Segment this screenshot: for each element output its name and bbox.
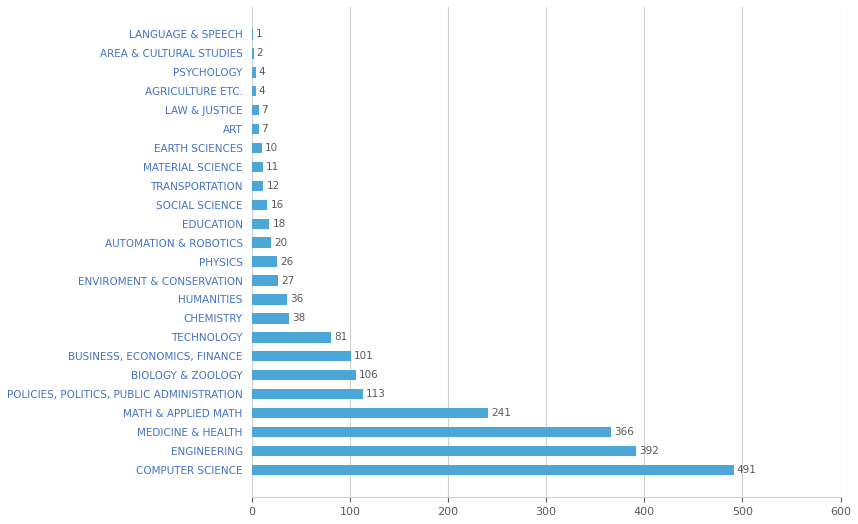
Bar bbox=[251, 237, 271, 248]
Bar bbox=[251, 389, 363, 399]
Bar bbox=[251, 29, 253, 40]
Bar bbox=[251, 408, 488, 418]
Text: 81: 81 bbox=[334, 332, 347, 342]
Bar bbox=[251, 105, 258, 115]
Text: 7: 7 bbox=[262, 124, 269, 134]
Bar bbox=[251, 446, 637, 456]
Bar bbox=[251, 275, 278, 286]
Text: 106: 106 bbox=[359, 370, 378, 380]
Bar bbox=[251, 200, 268, 210]
Bar bbox=[251, 124, 258, 134]
Bar bbox=[251, 465, 734, 475]
Bar bbox=[251, 256, 277, 267]
Text: 11: 11 bbox=[265, 162, 279, 172]
Text: 113: 113 bbox=[366, 389, 385, 399]
Text: 4: 4 bbox=[258, 67, 265, 78]
Text: 38: 38 bbox=[292, 313, 305, 323]
Bar bbox=[251, 67, 256, 78]
Text: 16: 16 bbox=[270, 200, 284, 210]
Bar bbox=[251, 313, 289, 324]
Text: 101: 101 bbox=[353, 351, 373, 361]
Bar bbox=[251, 370, 356, 380]
Bar bbox=[251, 351, 351, 362]
Text: 366: 366 bbox=[613, 427, 634, 437]
Bar bbox=[251, 427, 611, 437]
Bar bbox=[251, 219, 269, 229]
Bar bbox=[251, 294, 287, 304]
Text: 241: 241 bbox=[491, 408, 511, 418]
Text: 491: 491 bbox=[736, 465, 757, 475]
Text: 7: 7 bbox=[262, 105, 269, 115]
Text: 36: 36 bbox=[290, 294, 303, 304]
Bar bbox=[251, 48, 254, 59]
Bar bbox=[251, 181, 263, 191]
Text: 18: 18 bbox=[272, 219, 286, 229]
Text: 2: 2 bbox=[257, 48, 263, 58]
Text: 20: 20 bbox=[275, 238, 287, 248]
Text: 10: 10 bbox=[264, 143, 278, 153]
Bar bbox=[251, 143, 262, 153]
Text: 26: 26 bbox=[281, 257, 293, 267]
Text: 1: 1 bbox=[256, 29, 263, 39]
Bar bbox=[251, 162, 263, 172]
Text: 27: 27 bbox=[281, 276, 294, 286]
Bar bbox=[251, 86, 256, 96]
Text: 4: 4 bbox=[258, 86, 265, 96]
Text: 12: 12 bbox=[267, 181, 280, 191]
Bar bbox=[251, 332, 331, 343]
Text: 392: 392 bbox=[639, 446, 659, 456]
